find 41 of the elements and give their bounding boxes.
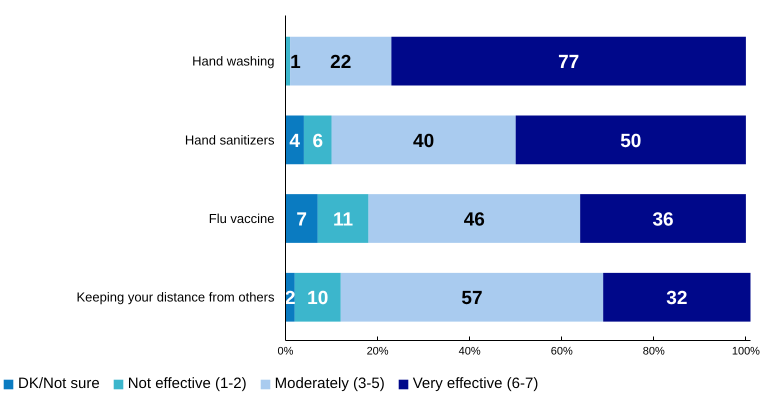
x-tick-label: 20% [366, 346, 389, 358]
y-tick-label: Hand washing [192, 54, 275, 69]
data-label: 22 [330, 52, 352, 74]
y-tick-label: Hand sanitizers [184, 132, 275, 148]
x-tick-label: 100% [732, 346, 760, 358]
data-label: 46 [464, 210, 485, 231]
legend-label: Moderately (3-5) [274, 375, 385, 392]
data-label: 77 [558, 52, 580, 74]
bar [516, 115, 746, 164]
data-label: 11 [333, 210, 354, 231]
bar [368, 194, 580, 243]
bar [290, 36, 392, 86]
x-tick-label: 60% [550, 346, 573, 358]
x-tick-label: 0% [278, 346, 294, 358]
bar [286, 194, 318, 243]
data-label: 6 [312, 130, 324, 152]
y-tick-label: Keeping your distance from others [76, 290, 275, 305]
bar [304, 115, 332, 164]
bar [603, 272, 750, 322]
data-label: 36 [652, 210, 674, 231]
data-label: 10 [307, 288, 328, 310]
y-tick-label: Flu vaccine [208, 211, 274, 226]
x-tick-label: 40% [458, 346, 481, 358]
data-label: 50 [620, 130, 642, 152]
data-label: 32 [666, 288, 688, 310]
legend-label: Very effective (6-7) [412, 375, 538, 392]
data-label: 57 [461, 288, 483, 310]
x-tick-label: 80% [642, 346, 666, 358]
data-label: 1 [290, 52, 302, 74]
data-label: 2 [284, 288, 296, 310]
bar [318, 194, 368, 243]
bar [332, 115, 516, 164]
bar [391, 36, 746, 86]
legend-label: DK/Not sure [18, 375, 100, 392]
data-label: 7 [296, 210, 307, 231]
bar [340, 272, 604, 322]
legend-label: Not effective (1-2) [128, 375, 247, 392]
data-label: 4 [289, 130, 300, 152]
bar [294, 272, 341, 322]
bar [580, 194, 746, 243]
data-label: 40 [413, 130, 434, 152]
